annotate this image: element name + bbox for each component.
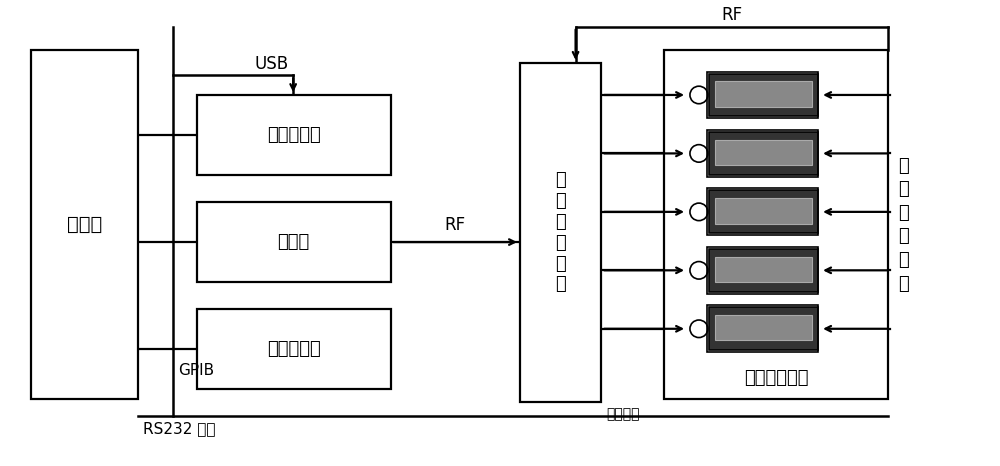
Bar [707,130,818,177]
Bar [709,308,818,350]
Bar [707,72,818,118]
Text: 多芯电缆: 多芯电缆 [606,407,640,421]
Circle shape [690,320,708,337]
Bar [197,202,391,282]
Bar [707,305,818,352]
Bar [715,315,812,341]
Text: 高低温实验箱: 高低温实验箱 [744,369,808,387]
Text: USB: USB [254,55,288,73]
Circle shape [690,261,708,279]
Bar [715,198,812,224]
Bar [709,191,818,233]
Text: GPIB: GPIB [178,363,214,378]
Bar [709,74,818,116]
Circle shape [690,203,708,220]
Bar [707,188,818,235]
Bar [709,132,818,175]
Text: 补偿功率计: 补偿功率计 [267,340,321,358]
Bar [715,140,812,165]
Bar [709,249,818,292]
Circle shape [690,86,708,104]
Bar [715,257,812,282]
Bar [715,82,812,107]
Bar [197,309,391,389]
Text: RF: RF [721,6,742,24]
Text: 计算机: 计算机 [67,215,102,234]
Text: 程
控
多
路
开
关: 程 控 多 路 开 关 [555,171,566,293]
Text: 微
波
功
率
探
头: 微 波 功 率 探 头 [898,157,909,293]
Text: RS232 串口: RS232 串口 [143,421,215,436]
Bar [31,50,138,399]
Bar [664,50,888,399]
Circle shape [690,144,708,162]
Text: 信号源: 信号源 [278,233,310,251]
Bar [197,95,391,175]
Bar [520,63,601,402]
Bar [707,247,818,294]
Text: 标准功率计: 标准功率计 [267,126,321,144]
Text: RF: RF [445,216,466,234]
